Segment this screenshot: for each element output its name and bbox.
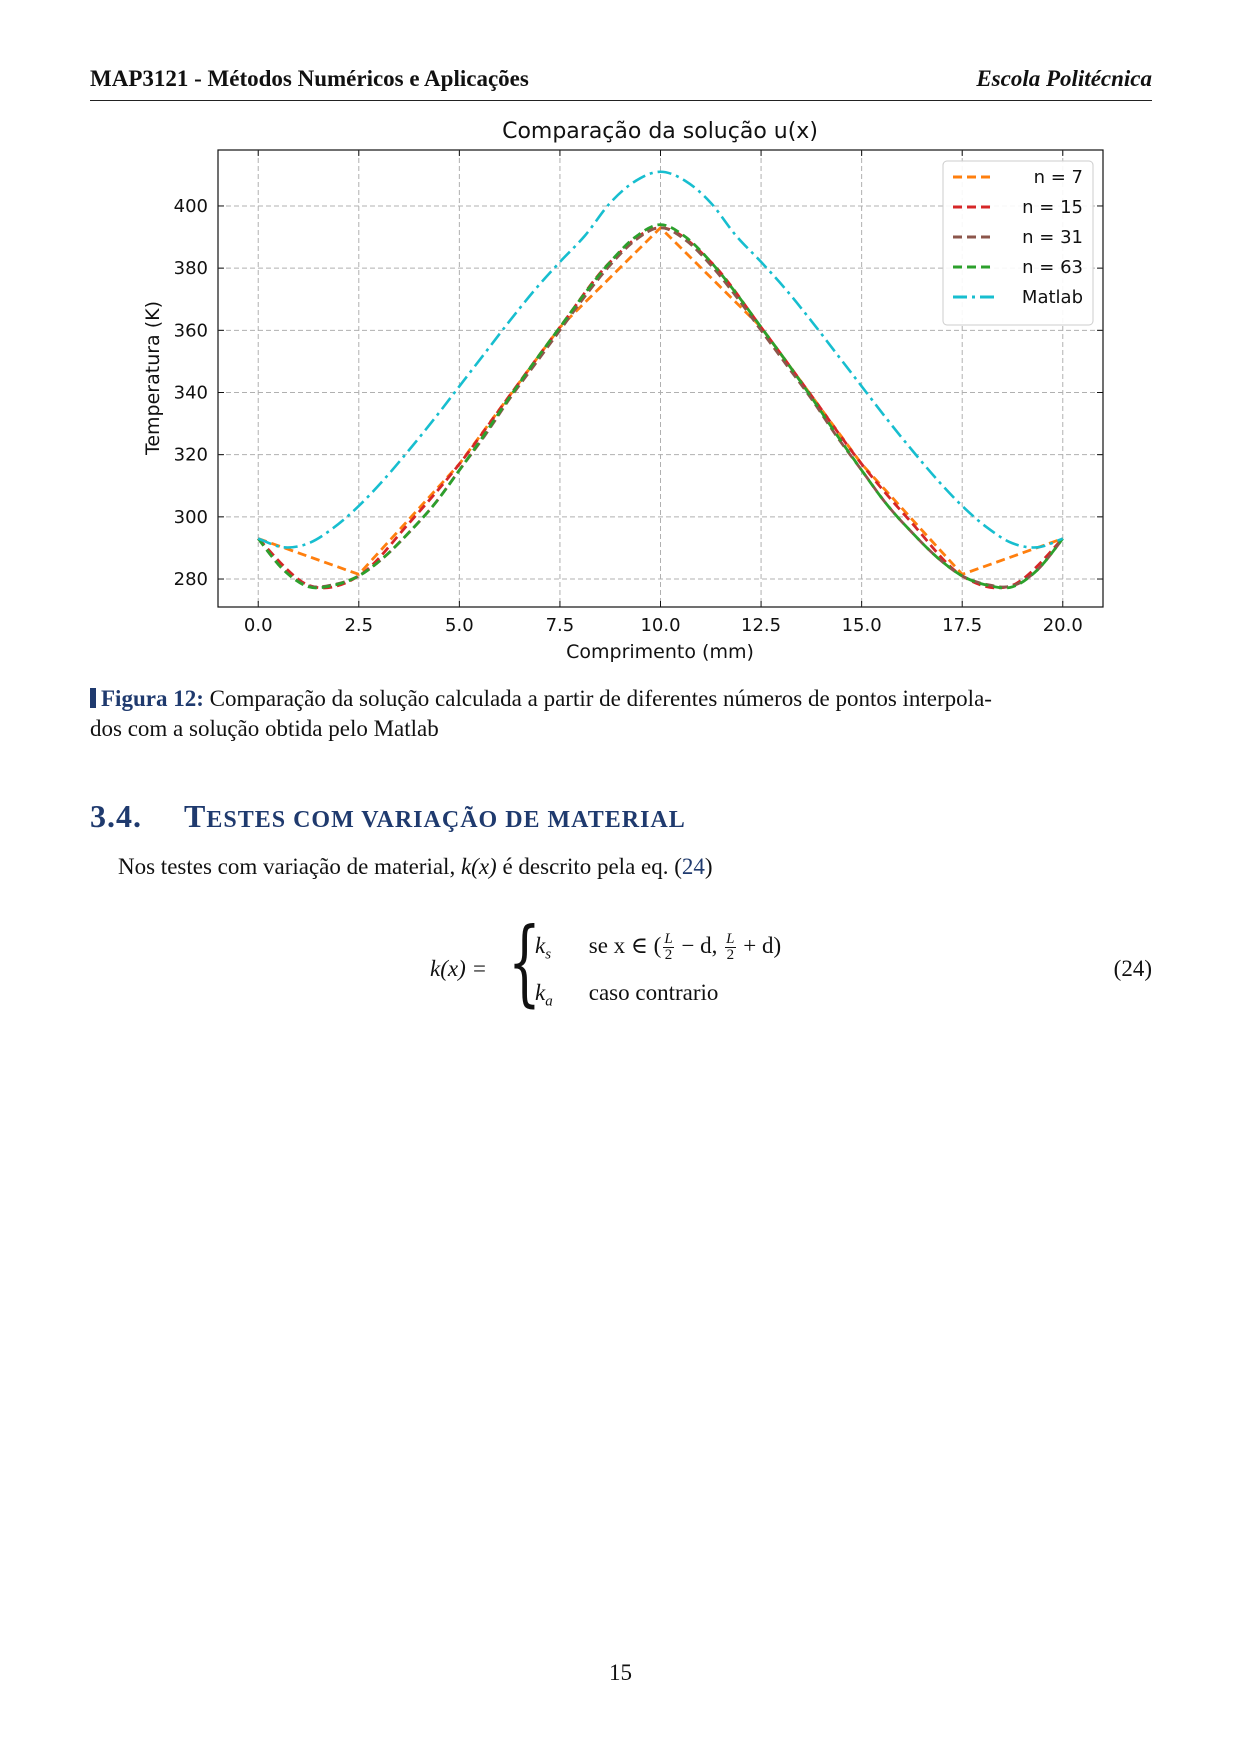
school-name: Escola Politécnica <box>976 66 1152 91</box>
y-tick-label: 400 <box>174 196 208 217</box>
case-2-sub: a <box>545 993 553 1010</box>
series-lines <box>257 170 1064 590</box>
caption-label: Figura 12: <box>101 686 204 711</box>
case-2-cond: caso contrario <box>588 980 719 1005</box>
series-line-3 <box>257 223 1064 590</box>
paragraph-text: Nos testes com variação de material, <box>118 854 461 879</box>
course-title: MAP3121 - Métodos Numéricos e Aplicações <box>90 66 529 91</box>
equation-reference-link[interactable]: 24 <box>681 854 705 879</box>
y-tick-label: 280 <box>174 569 208 590</box>
x-tick-label: 15.0 <box>842 615 882 636</box>
case-1-cond-a: se x ∈ ( <box>588 932 662 958</box>
figure-caption: Figura 12: Comparação da solução calcula… <box>90 684 1152 744</box>
legend-label: n = 15 <box>1022 197 1083 218</box>
equation-number: (24) <box>1113 956 1152 981</box>
x-tick-label: 2.5 <box>344 615 373 636</box>
case-1-var: k <box>535 932 546 958</box>
series-line-0 <box>257 226 1064 576</box>
legend-label: n = 63 <box>1022 257 1083 278</box>
legend: n = 7 n = 15 n = 31 n = 63 Matlab <box>942 160 1094 326</box>
paragraph-math: k(x) <box>460 854 497 879</box>
series-line-2 <box>257 226 1064 589</box>
legend-label: Matlab <box>1022 287 1083 308</box>
equation-brace: { <box>508 908 541 1017</box>
paragraph-text-3: ) <box>704 854 713 879</box>
y-tick-label: 320 <box>174 445 208 466</box>
paragraph-text-2: é descrito pela eq. ( <box>496 854 682 879</box>
chart-title: Comparação da solução u(x) <box>502 119 818 144</box>
x-tick-label: 0.0 <box>244 615 273 636</box>
equation-case-2: ka caso contrario <box>535 980 718 1011</box>
line-chart: 0.0 2.5 5.0 7.5 10.0 12.5 15.0 17.5 20.0 280 300 32… <box>142 119 1104 663</box>
caption-text-2: dos com a solução obtida pelo Matlab <box>90 716 439 741</box>
series-line-1 <box>257 226 1064 590</box>
y-tick-label: 360 <box>174 320 208 341</box>
equation-lhs: k(x) = <box>430 956 488 981</box>
y-axis-label: Temperatura (K) <box>142 301 164 456</box>
axis-ticks: 0.0 2.5 5.0 7.5 10.0 12.5 15.0 17.5 20.0 280 300 32… <box>174 150 1103 636</box>
case-1-cond-b: − d, <box>675 932 724 958</box>
page-number: 15 <box>609 1660 632 1685</box>
section-number: 3.4. <box>90 798 142 834</box>
legend-label: n = 7 <box>1034 167 1083 188</box>
x-tick-label: 7.5 <box>546 615 575 636</box>
x-tick-label: 17.5 <box>942 615 982 636</box>
series-line-4 <box>257 170 1064 549</box>
section-heading: 3.4. TESTES COM VARIAÇÃO DE MATERIAL <box>90 798 686 835</box>
page-header: MAP3121 - Métodos Numéricos e Aplicações… <box>90 64 1152 101</box>
section-title-initial: T <box>184 798 207 834</box>
x-axis-label: Comprimento (mm) <box>566 641 754 663</box>
legend-box <box>942 160 1094 326</box>
y-tick-label: 340 <box>174 382 208 403</box>
case-1-sub: s <box>545 946 552 963</box>
y-tick-label: 380 <box>174 258 208 279</box>
case-2-var: k <box>535 980 546 1005</box>
paragraph: Nos testes com variação de material, k(x… <box>118 854 713 880</box>
x-tick-label: 10.0 <box>640 615 680 636</box>
case-1-cond-c: + d) <box>737 932 782 958</box>
x-tick-label: 20.0 <box>1043 615 1083 636</box>
x-tick-label: 12.5 <box>741 615 781 636</box>
y-tick-label: 300 <box>174 507 208 528</box>
legend-label: n = 31 <box>1022 227 1083 248</box>
grid <box>218 150 1103 607</box>
section-title-rest: ESTES COM VARIAÇÃO DE MATERIAL <box>206 807 686 833</box>
caption-text: Comparação da solução calculada a partir… <box>209 686 992 711</box>
x-tick-label: 5.0 <box>445 615 474 636</box>
caption-marker <box>90 688 96 708</box>
